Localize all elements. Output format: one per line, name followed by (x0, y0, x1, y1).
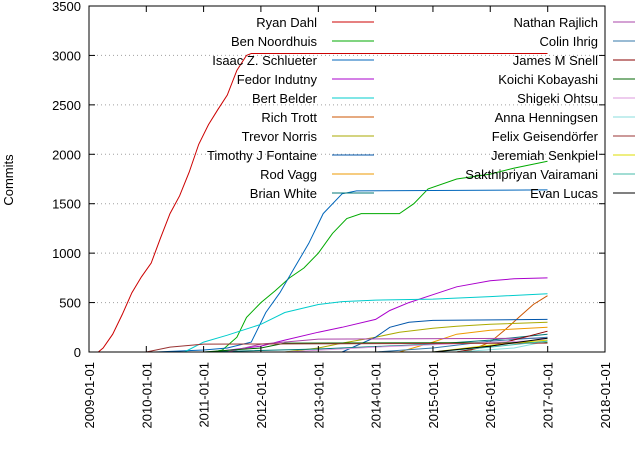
series-line-3 (212, 277, 548, 353)
series-line-6 (284, 321, 548, 353)
axis-ticks: 0 500 1000 1500 2000 2500 3000 3500 2009-01-01 20… (52, 0, 613, 429)
y-tick-label: 2500 (52, 98, 81, 113)
x-tick-label: 2014-01-01 (369, 362, 384, 429)
y-tick-label: 3500 (52, 0, 81, 14)
legend-label: Sakthipriyan Vairamani (465, 167, 598, 182)
series-line-0 (97, 53, 548, 353)
legend-label: Nathan Rajlich (513, 15, 598, 30)
x-tick-label: 2011-01-01 (197, 362, 212, 428)
series-line-13 (203, 342, 548, 353)
series-line-16 (146, 342, 548, 353)
series-line-4 (184, 293, 548, 353)
series-line-7 (341, 318, 548, 353)
y-tick-label: 2000 (52, 147, 81, 162)
x-tick-label: 2018-01-01 (598, 362, 613, 429)
legend-label: Colin Ihrig (539, 34, 598, 49)
legend-label: Brian White (250, 186, 317, 201)
y-axis-label: Commits (1, 154, 16, 206)
legend-label: Evan Lucas (530, 186, 598, 201)
legend-label: Timothy J Fontaine (207, 148, 317, 163)
x-tick-label: 2013-01-01 (311, 362, 326, 429)
series-line-10 (227, 337, 548, 353)
legend-label: Shigeki Ohtsu (517, 91, 598, 106)
x-tick-label: 2012-01-01 (254, 362, 269, 429)
x-tick-label: 2016-01-01 (483, 362, 498, 429)
x-tick-label: 2009-01-01 (82, 362, 97, 429)
series-lines (97, 53, 548, 353)
legend-label: Jeremiah Senkpiel (491, 148, 598, 163)
legend-label: Rod Vagg (260, 167, 317, 182)
legend-label: Rich Trott (261, 110, 317, 125)
y-tick-label: 0 (74, 345, 81, 360)
legend-label: Trevor Norris (242, 129, 318, 144)
plot-frame (88, 5, 606, 353)
legend-label: Bert Belder (252, 91, 318, 106)
y-tick-label: 1500 (52, 197, 81, 212)
x-tick-label: 2017-01-01 (541, 362, 556, 429)
legend-label: Ryan Dahl (256, 15, 317, 30)
y-tick-label: 3000 (52, 48, 81, 63)
legend-label: Anna Henningsen (495, 110, 598, 125)
series-line-5 (456, 295, 548, 353)
y-tick-label: 1000 (52, 246, 81, 261)
legend-label: James M Snell (513, 53, 598, 68)
x-tick-label: 2010-01-01 (139, 362, 154, 429)
legend-label: Fedor Indutny (237, 72, 318, 87)
y-tick-label: 500 (59, 296, 81, 311)
x-tick-label: 2015-01-01 (426, 362, 441, 429)
legend-label: Isaac Z. Schlueter (212, 53, 317, 68)
legend-label: Ben Noordhuis (231, 34, 317, 49)
series-line-1 (212, 160, 548, 353)
legend-label: Koichi Kobayashi (498, 72, 598, 87)
legend-label: Felix Geisendörfer (492, 129, 599, 144)
series-line-14 (284, 339, 548, 353)
series-line-2 (155, 189, 548, 353)
legend: Ryan Dahl Ben Noordhuis Isaac Z. Schlueter… (207, 15, 635, 201)
